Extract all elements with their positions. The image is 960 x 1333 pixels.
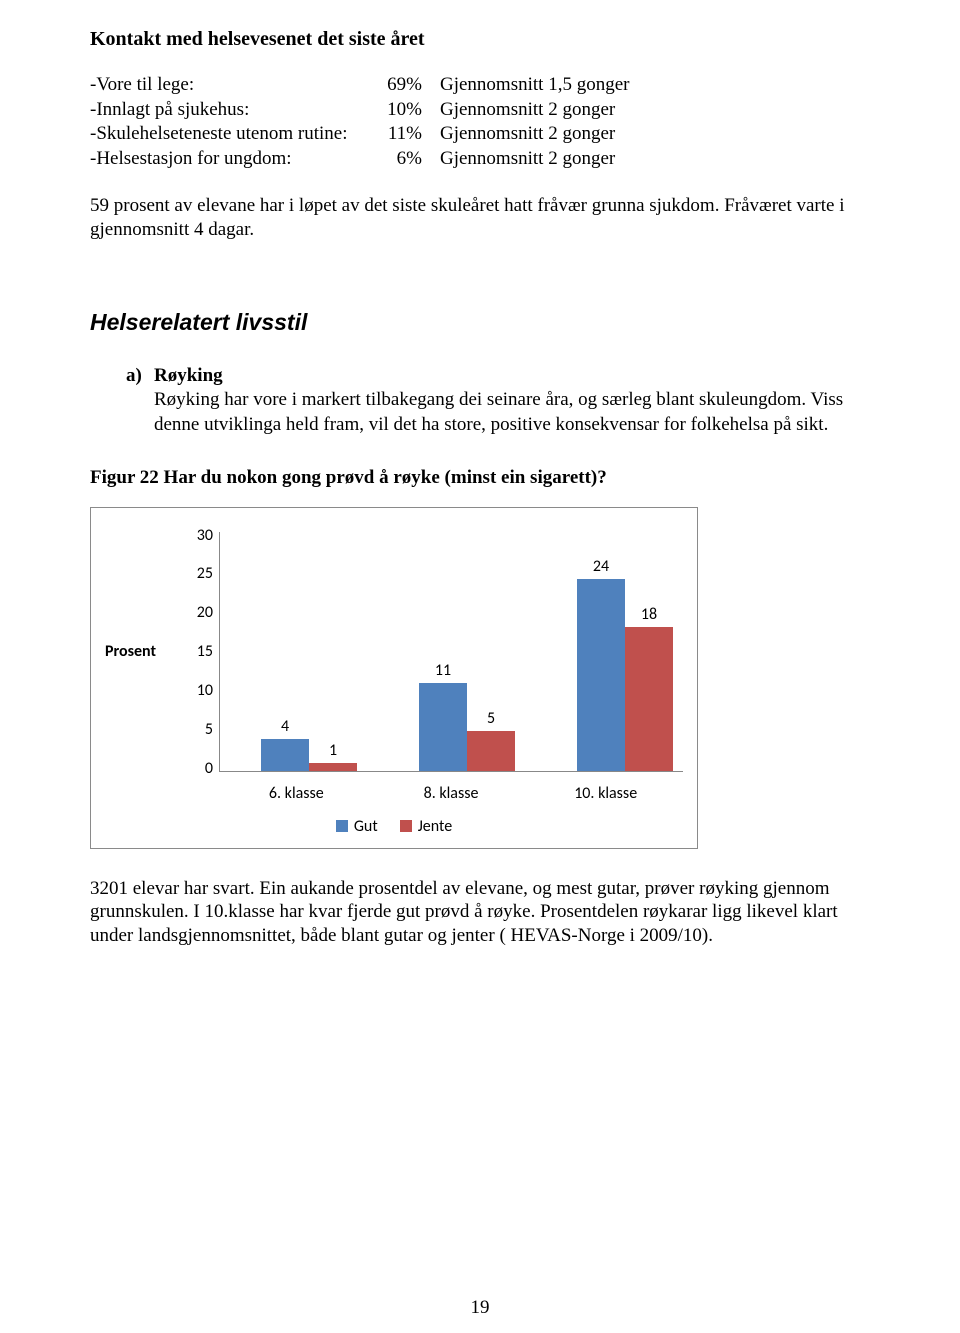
stat-pct: 10% [370, 98, 440, 123]
legend-item-jente: Jente [400, 817, 452, 836]
y-tick: 10 [189, 681, 213, 700]
x-axis-label: 6. klasse [219, 784, 374, 803]
stats-table: -Vore til lege: 69% Gjennomsnitt 1,5 gon… [90, 73, 870, 172]
stat-row: -Innlagt på sjukehus: 10% Gjennomsnitt 2… [90, 98, 870, 123]
bar-group: 2418 [570, 579, 680, 771]
chart-legend: Gut Jente [105, 817, 683, 836]
bar-value-label: 5 [467, 709, 515, 728]
legend-label: Jente [418, 817, 452, 836]
y-axis-label-area: Prosent [105, 526, 189, 778]
list-item-head: Røyking [154, 364, 870, 388]
bar: 5 [467, 731, 515, 771]
y-tick: 30 [189, 526, 213, 545]
bar: 24 [577, 579, 625, 771]
stat-desc: Gjennomsnitt 2 gonger [440, 98, 870, 123]
plot-area: 411152418 [219, 532, 683, 772]
page-number: 19 [0, 1297, 960, 1319]
list-body: Røyking Røyking har vore i markert tilba… [154, 364, 870, 436]
bar-group: 115 [412, 683, 522, 771]
y-tick: 25 [189, 564, 213, 583]
stat-label: -Innlagt på sjukehus: [90, 98, 370, 123]
legend-swatch [400, 820, 412, 832]
bar: 4 [261, 739, 309, 771]
paragraph-1: 59 prosent av elevane har i løpet av det… [90, 194, 870, 242]
stat-row: -Vore til lege: 69% Gjennomsnitt 1,5 gon… [90, 73, 870, 98]
y-tick: 0 [189, 759, 213, 778]
legend-item-gut: Gut [336, 817, 378, 836]
paragraph-2: 3201 elevar har svart. Ein aukande prose… [90, 877, 870, 948]
stat-pct: 6% [370, 147, 440, 172]
y-tick: 5 [189, 720, 213, 739]
x-axis-labels: 6. klasse8. klasse10. klasse [219, 778, 683, 803]
stat-row: -Skulehelseteneste utenom rutine: 11% Gj… [90, 122, 870, 147]
stat-label: -Skulehelseteneste utenom rutine: [90, 122, 370, 147]
y-axis-label: Prosent [105, 642, 156, 661]
section-heading-1: Kontakt med helsevesenet det siste året [90, 28, 870, 51]
bar-group: 41 [254, 739, 364, 771]
bar-value-label: 4 [261, 717, 309, 736]
stat-desc: Gjennomsnitt 2 gonger [440, 147, 870, 172]
x-axis-label: 10. klasse [528, 784, 683, 803]
bar-value-label: 11 [419, 661, 467, 680]
bar: 11 [419, 683, 467, 771]
stat-row: -Helsestasjon for ungdom: 6% Gjennomsnit… [90, 147, 870, 172]
figure-title: Figur 22 Har du nokon gong prøvd å røyke… [90, 467, 870, 489]
stat-desc: Gjennomsnitt 1,5 gonger [440, 73, 870, 98]
stat-label: -Vore til lege: [90, 73, 370, 98]
section-heading-2: Helserelatert livsstil [90, 309, 870, 336]
bar-value-label: 1 [309, 741, 357, 760]
legend-label: Gut [354, 817, 378, 836]
stat-desc: Gjennomsnitt 2 gonger [440, 122, 870, 147]
y-axis-ticks: 30 25 20 15 10 5 0 [189, 526, 219, 778]
y-tick: 20 [189, 603, 213, 622]
list-marker: a) [126, 364, 154, 436]
list-item-text: Røyking har vore i markert tilbakegang d… [154, 388, 870, 436]
legend-swatch [336, 820, 348, 832]
bar: 18 [625, 627, 673, 771]
x-axis-label: 8. klasse [374, 784, 529, 803]
y-tick: 15 [189, 642, 213, 661]
list-item: a) Røyking Røyking har vore i markert ti… [126, 364, 870, 436]
stat-label: -Helsestasjon for ungdom: [90, 147, 370, 172]
bar-chart: Prosent 30 25 20 15 10 5 0 411152418 6. … [90, 507, 698, 849]
bar-value-label: 24 [577, 557, 625, 576]
list-block: a) Røyking Røyking har vore i markert ti… [90, 364, 870, 436]
stat-pct: 69% [370, 73, 440, 98]
bar: 1 [309, 763, 357, 771]
bar-value-label: 18 [625, 605, 673, 624]
stat-pct: 11% [370, 122, 440, 147]
